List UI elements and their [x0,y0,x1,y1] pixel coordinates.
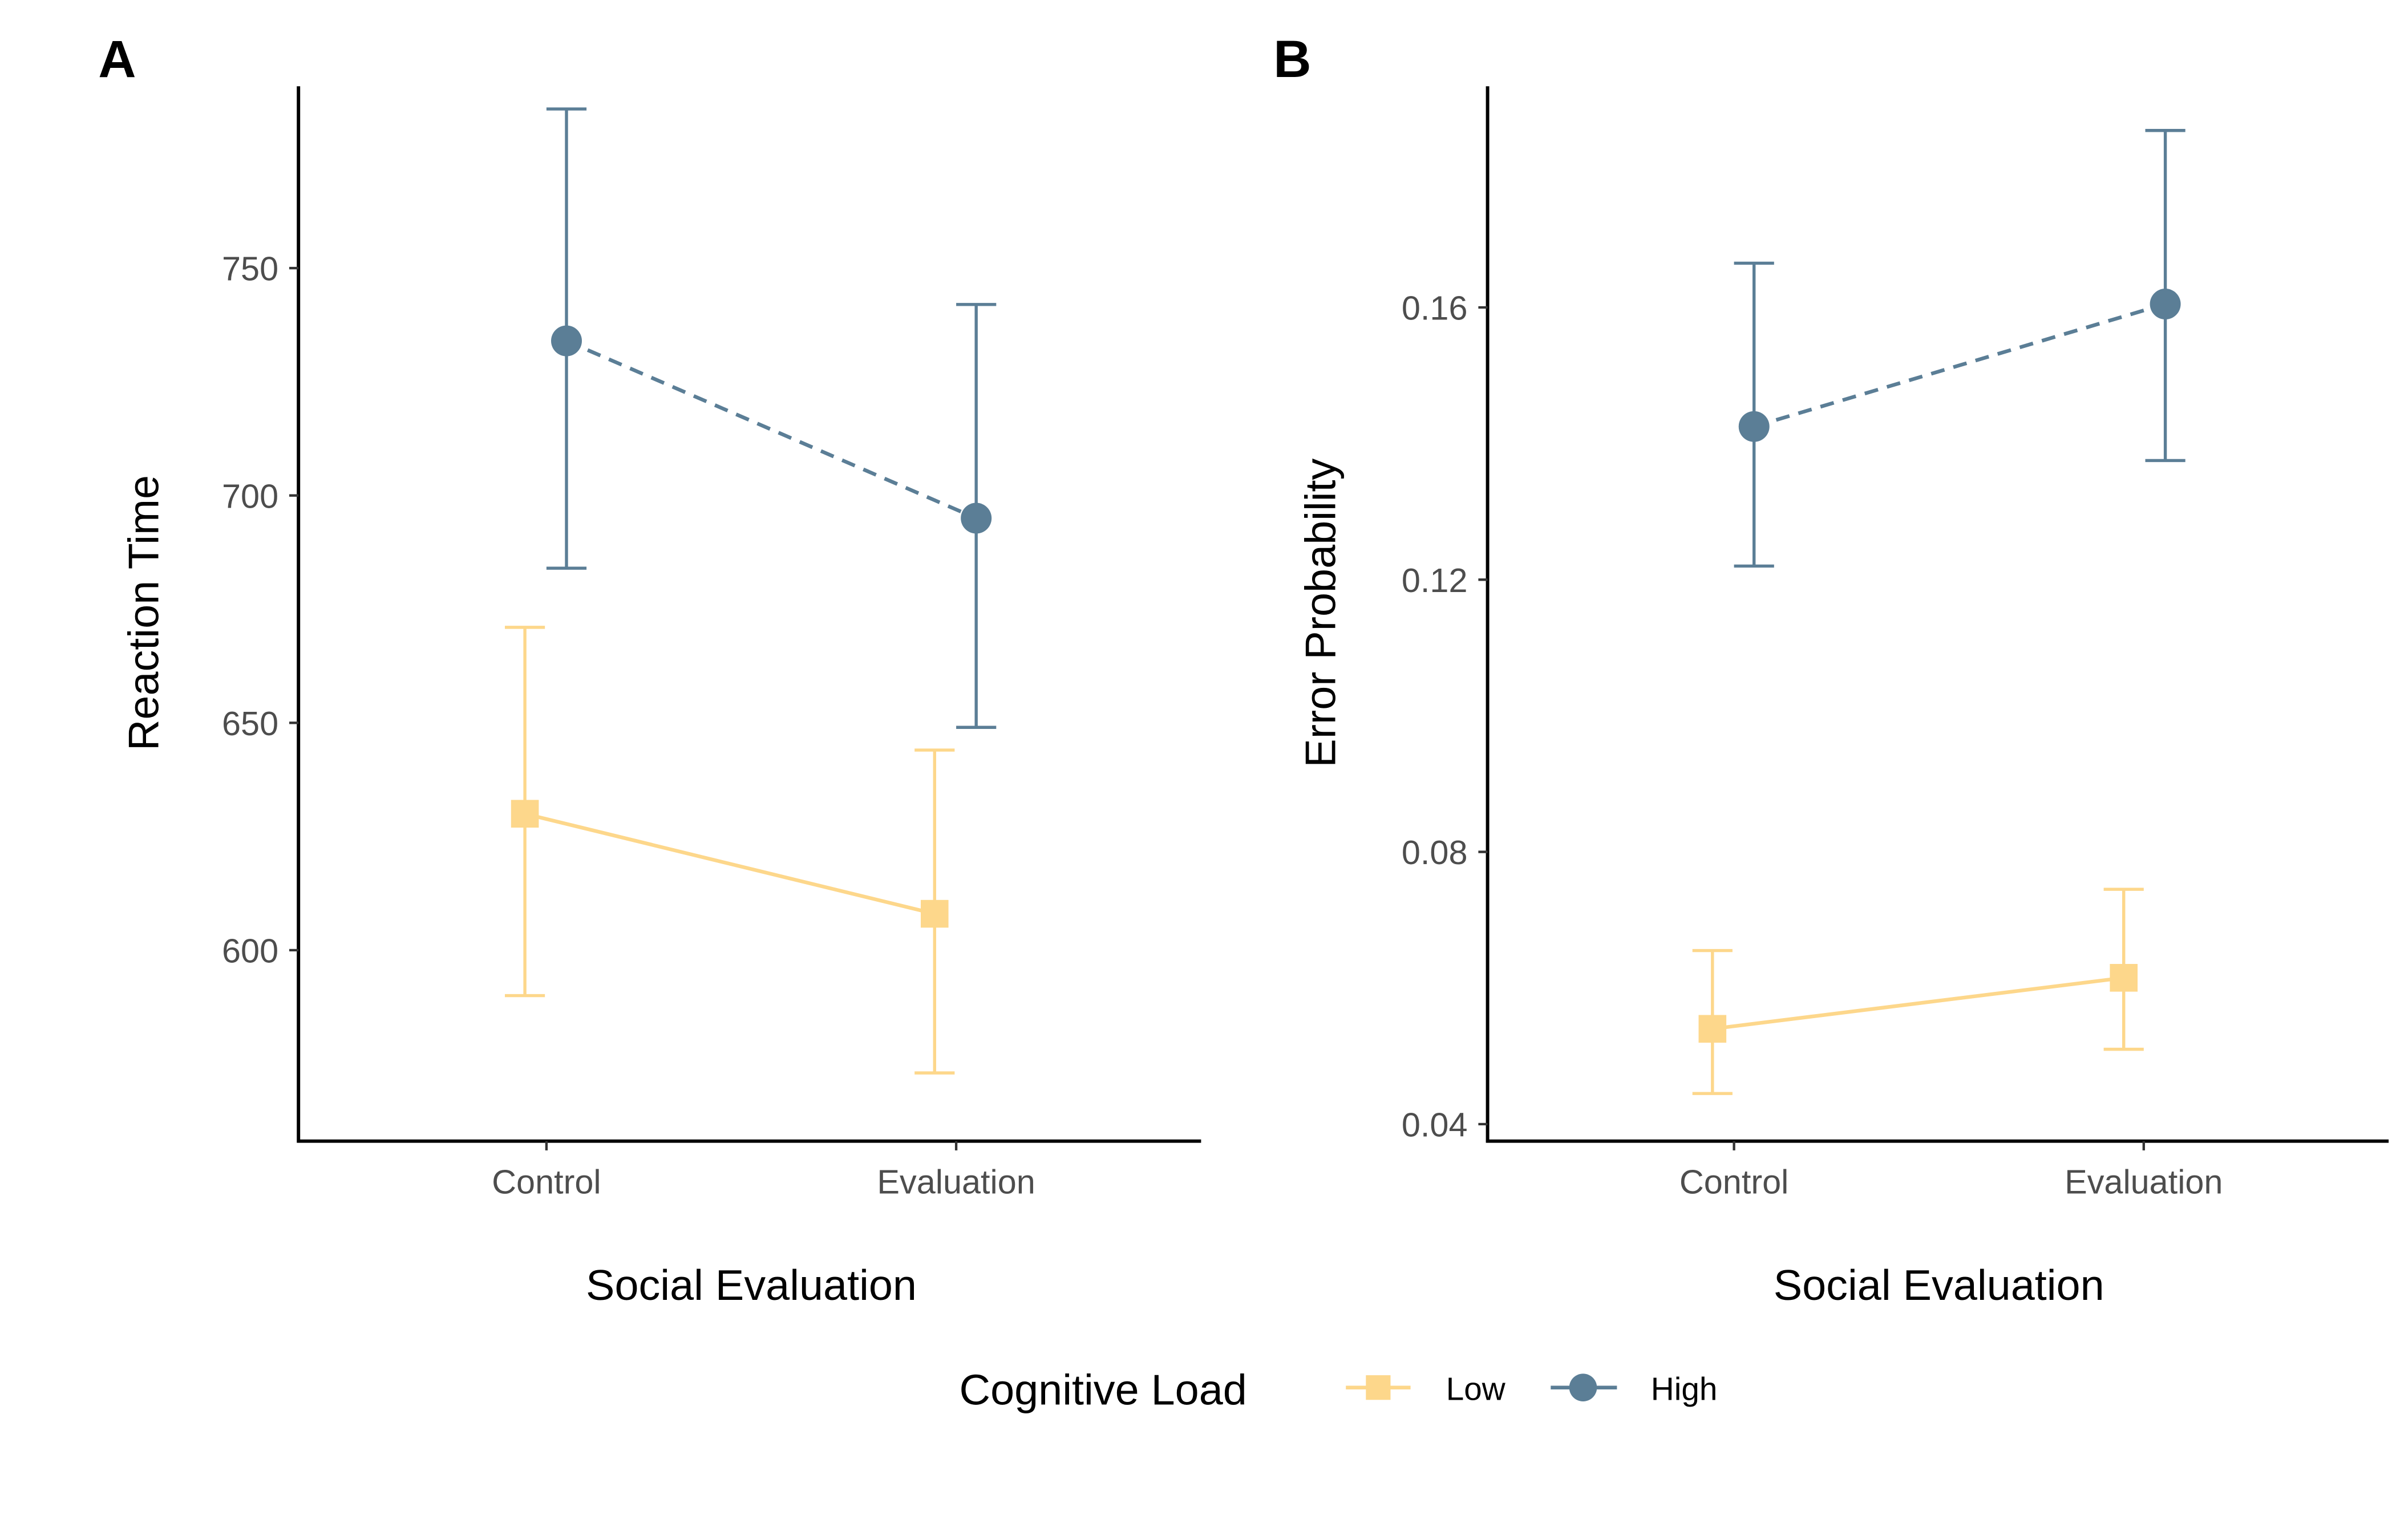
panel-a: A 600 650 700 750 Control Evaluation Social … [98,30,1201,1310]
series-line-high [1753,302,2166,428]
legend-circle-marker [1569,1373,1597,1401]
panel-b: B 0.04 0.08 0.12 0.16 Control Evaluation Soc… [1273,30,2389,1310]
legend-label-low: Low [1446,1371,1506,1407]
legend-square-marker [1366,1375,1391,1400]
y-tick-label: 650 [222,704,278,743]
y-ticks: 0.04 0.08 0.12 0.16 [1402,289,1488,1144]
legend-item-low: Low [1346,1371,1506,1407]
series-line-high [565,339,977,520]
y-axis-title: Reaction Time [120,475,168,751]
y-tick-label: 750 [222,250,278,288]
legend: Cognitive Load Low High [960,1366,1718,1414]
x-tick-label: Evaluation [877,1163,1035,1201]
x-tick-label: Control [1679,1163,1788,1201]
data-point-high [1738,411,1770,442]
y-tick-label: 0.12 [1402,561,1468,599]
series-line-low [524,812,936,916]
y-ticks: 600 650 700 750 [222,250,299,970]
series-line-low [1712,976,2124,1031]
x-axis-title: Social Evaluation [1774,1262,2104,1310]
x-ticks: Control Evaluation [1679,1141,2223,1201]
data-point-low [511,800,539,828]
x-ticks: Control Evaluation [492,1141,1035,1201]
data-point-high [551,325,582,356]
x-axis-title: Social Evaluation [586,1262,917,1310]
panel-label: A [98,30,136,88]
y-tick-label: 700 [222,477,278,515]
panel-label: B [1273,30,1311,88]
data-point-low [1698,1015,1727,1043]
legend-title: Cognitive Load [960,1366,1247,1414]
y-tick-label: 0.04 [1402,1105,1468,1144]
y-axis-title: Error Probability [1297,458,1345,767]
data-point-low [2110,964,2138,992]
data-point-low [921,899,949,928]
data-point-high [2150,289,2181,320]
series-layer [1692,129,2185,1095]
legend-label-high: High [1651,1371,1718,1407]
x-tick-label: Evaluation [2065,1163,2223,1201]
y-tick-label: 600 [222,931,278,970]
y-tick-label: 0.16 [1402,289,1468,327]
series-layer [505,107,997,1075]
data-point-high [961,502,992,534]
legend-item-high: High [1551,1371,1717,1407]
y-tick-label: 0.08 [1402,833,1468,872]
x-tick-label: Control [492,1163,601,1201]
